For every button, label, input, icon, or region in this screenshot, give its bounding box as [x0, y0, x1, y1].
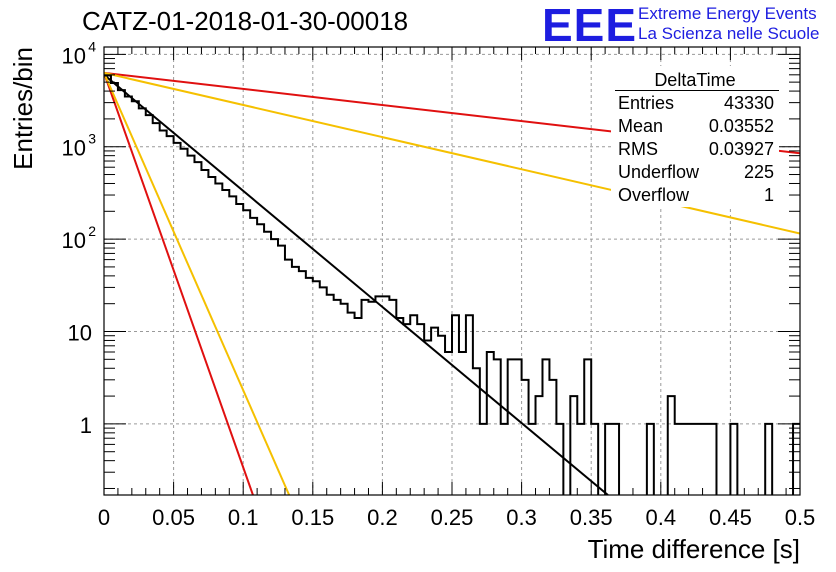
stats-key: Overflow — [618, 185, 690, 205]
y-tick-label: 10 — [68, 321, 92, 346]
x-tick-label: 0.15 — [291, 505, 334, 530]
fit-line — [104, 74, 609, 495]
stats-row-rms: RMS 0.03927 — [618, 138, 774, 160]
y-tick-exponent: 2 — [88, 223, 96, 239]
x-tick-label: 0.2 — [367, 505, 398, 530]
y-tick-label: 1 — [80, 413, 92, 438]
fit-line — [104, 72, 291, 495]
stats-value: 225 — [743, 162, 774, 182]
stats-title: DeltaTime — [654, 70, 736, 90]
x-tick-label: 0.3 — [506, 505, 537, 530]
stats-row-overflow: Overflow 1 — [618, 184, 774, 206]
x-tick-label: 0.45 — [709, 505, 752, 530]
y-tick-label: 10 — [62, 228, 86, 253]
stats-box: DeltaTime Entries 43330 Mean 0.03552 RMS… — [611, 66, 779, 207]
stats-value: 0.03552 — [708, 116, 774, 136]
stats-row-underflow: Underflow 225 — [618, 161, 774, 183]
plot-content — [104, 71, 800, 495]
y-tick-exponent: 3 — [88, 131, 96, 147]
x-tick-label: 0 — [98, 505, 110, 530]
org-name: Extreme Energy Events — [638, 4, 817, 23]
stats-key: Entries — [618, 93, 675, 113]
stats-divider — [615, 90, 779, 91]
x-tick-label: 0.4 — [646, 505, 677, 530]
stats-value: 0.03927 — [708, 139, 774, 159]
x-axis-label: Time difference [s] — [588, 534, 800, 564]
axis-labels: 0 0.05 0.1 0.15 0.2 0.25 0.3 0.35 0.4 0.45 0.5 1 10 1… — [8, 38, 815, 564]
axis-ticks — [103, 47, 801, 495]
y-tick-exponent: 4 — [88, 38, 96, 54]
stats-key: RMS — [618, 139, 658, 159]
y-tick-label: 10 — [62, 43, 86, 68]
chart-title: CATZ-01-2018-01-30-00018 — [82, 6, 409, 36]
y-axis-label: Entries/bin — [8, 47, 38, 170]
x-tick-label: 0.05 — [152, 505, 195, 530]
stats-key: Underflow — [618, 162, 700, 182]
x-tick-label: 0.35 — [570, 505, 613, 530]
org-subtitle: La Scienza nelle Scuole — [638, 24, 820, 43]
stats-value: 43330 — [723, 93, 774, 113]
series-layer — [104, 71, 800, 495]
stats-row-mean: Mean 0.03552 — [618, 115, 774, 137]
histogram-steps — [104, 74, 800, 495]
x-tick-label: 0.5 — [785, 505, 816, 530]
x-tick-label: 0.25 — [431, 505, 474, 530]
y-tick-label: 10 — [62, 136, 86, 161]
stats-value: 1 — [763, 185, 774, 205]
fit-line — [104, 72, 254, 495]
x-tick-label: 0.1 — [228, 505, 259, 530]
logo-text: EEE — [542, 0, 638, 51]
stats-key: Mean — [618, 116, 664, 136]
stats-row-entries: Entries 43330 — [618, 92, 774, 114]
